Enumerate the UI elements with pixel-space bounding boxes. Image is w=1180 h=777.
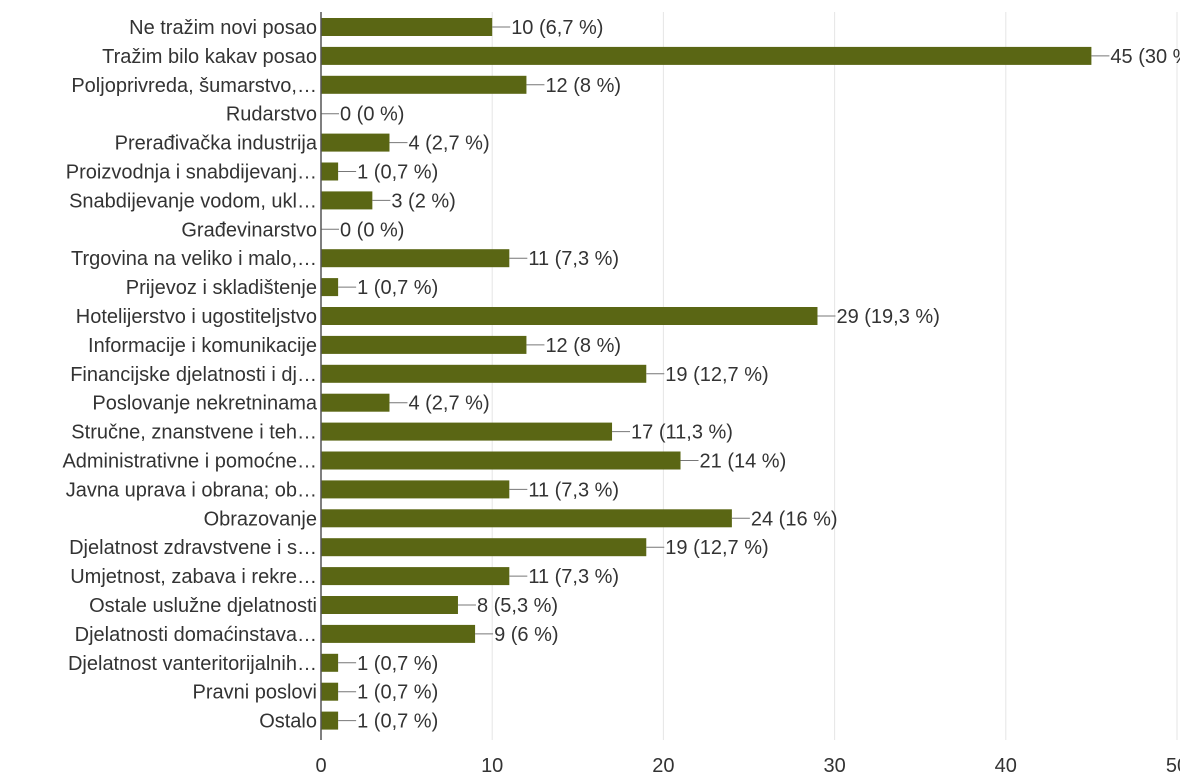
value-label: 1 (0,7 %) bbox=[357, 162, 438, 184]
value-label: 1 (0,7 %) bbox=[357, 682, 438, 704]
x-tick-label: 20 bbox=[652, 755, 674, 777]
x-tick-label: 0 bbox=[315, 755, 326, 777]
bar bbox=[321, 624, 476, 643]
category-label: Poljoprivreda, šumarstvo,… bbox=[71, 75, 317, 97]
category-label: Tražim bilo kakav posao bbox=[102, 46, 317, 68]
value-label: 1 (0,7 %) bbox=[357, 711, 438, 733]
category-label: Administrativne i pomoćne… bbox=[62, 451, 317, 473]
value-label: 8 (5,3 %) bbox=[477, 595, 558, 617]
category-label: Trgovina na veliko i malo,… bbox=[71, 248, 317, 270]
x-tick-label: 10 bbox=[481, 755, 503, 777]
bar bbox=[321, 538, 647, 557]
category-label: Prijevoz i skladištenje bbox=[126, 277, 317, 299]
value-label: 0 (0 %) bbox=[340, 219, 404, 241]
category-label: Snabdijevanje vodom, ukl… bbox=[69, 190, 317, 212]
bar bbox=[321, 596, 458, 614]
category-label: Javna uprava i obrana; ob… bbox=[66, 479, 317, 501]
bar bbox=[321, 451, 681, 470]
bar bbox=[321, 162, 339, 181]
category-label: Prerađivačka industrija bbox=[115, 133, 318, 155]
category-label: Građevinarstvo bbox=[181, 219, 317, 241]
category-label: Umjetnost, zabava i rekre… bbox=[70, 566, 317, 588]
bar bbox=[321, 191, 373, 210]
bar bbox=[321, 335, 527, 354]
value-label: 17 (11,3 %) bbox=[631, 422, 733, 444]
value-label: 45 (30 %) bbox=[1110, 46, 1180, 68]
category-label: Ostalo bbox=[259, 711, 317, 733]
value-label: 21 (14 %) bbox=[700, 451, 787, 473]
value-label: 19 (12,7 %) bbox=[665, 364, 768, 386]
axis-layer: 0 10 20 30 40 50 Ne tražim novi posao Tražim bi… bbox=[62, 12, 1180, 777]
category-label: Hotelijerstvo i ugostiteljstvo bbox=[76, 306, 317, 328]
value-label: 29 (19,3 %) bbox=[836, 306, 939, 328]
x-tick-label: 50 bbox=[1166, 755, 1180, 777]
value-label: 24 (16 %) bbox=[751, 508, 838, 530]
value-label: 1 (0,7 %) bbox=[357, 653, 438, 675]
bar bbox=[321, 75, 527, 94]
bar bbox=[321, 133, 390, 152]
category-label: Obrazovanje bbox=[204, 508, 317, 530]
category-label: Proizvodnja i snabdijevanj… bbox=[66, 162, 317, 184]
value-label: 4 (2,7 %) bbox=[408, 393, 489, 415]
value-label: 19 (12,7 %) bbox=[665, 537, 768, 559]
bar bbox=[321, 682, 339, 701]
bar bbox=[321, 307, 818, 325]
category-label: Djelatnost zdravstvene i s… bbox=[69, 537, 317, 559]
value-label: 11 (7,3 %) bbox=[528, 479, 619, 501]
value-label: 12 (8 %) bbox=[545, 335, 621, 357]
category-label: Ne tražim novi posao bbox=[129, 17, 317, 39]
x-tick-label: 40 bbox=[995, 755, 1017, 777]
bar bbox=[321, 567, 510, 586]
bar bbox=[321, 711, 339, 730]
category-label: Ostale uslužne djelatnosti bbox=[89, 595, 317, 617]
x-tick-label: 30 bbox=[823, 755, 845, 777]
value-label: 9 (6 %) bbox=[494, 624, 558, 646]
bar-layer: 10 (6,7 %)45 (30 %)12 (8 %)0 (0 %)4 (2,7… bbox=[321, 17, 1180, 733]
value-label: 10 (6,7 %) bbox=[511, 17, 603, 39]
value-label: 1 (0,7 %) bbox=[357, 277, 438, 299]
category-label: Pravni poslovi bbox=[192, 682, 317, 704]
category-label: Djelatnosti domaćinstava… bbox=[75, 624, 317, 646]
bar bbox=[321, 46, 1092, 65]
bar bbox=[321, 509, 732, 528]
bar bbox=[321, 278, 339, 297]
value-label: 11 (7,3 %) bbox=[528, 566, 619, 588]
value-label: 0 (0 %) bbox=[340, 104, 404, 126]
value-label: 3 (2 %) bbox=[391, 190, 455, 212]
category-label: Informacije i komunikacije bbox=[88, 335, 317, 357]
bar bbox=[321, 18, 493, 36]
bar bbox=[321, 653, 339, 672]
bar bbox=[321, 249, 510, 268]
bar bbox=[321, 480, 510, 499]
category-label: Rudarstvo bbox=[226, 104, 317, 126]
value-label: 12 (8 %) bbox=[545, 75, 621, 97]
value-label: 11 (7,3 %) bbox=[528, 248, 619, 270]
category-label: Djelatnost vanteritorijalnih… bbox=[68, 653, 317, 675]
grid-layer bbox=[491, 12, 1178, 740]
category-label: Stručne, znanstvene i teh… bbox=[71, 422, 317, 444]
bar bbox=[321, 364, 647, 383]
category-label: Poslovanje nekretninama bbox=[92, 393, 317, 415]
value-label: 4 (2,7 %) bbox=[408, 133, 489, 155]
bar bbox=[321, 393, 390, 412]
category-label: Financijske djelatnosti i dj… bbox=[70, 364, 317, 386]
bar bbox=[321, 422, 613, 441]
